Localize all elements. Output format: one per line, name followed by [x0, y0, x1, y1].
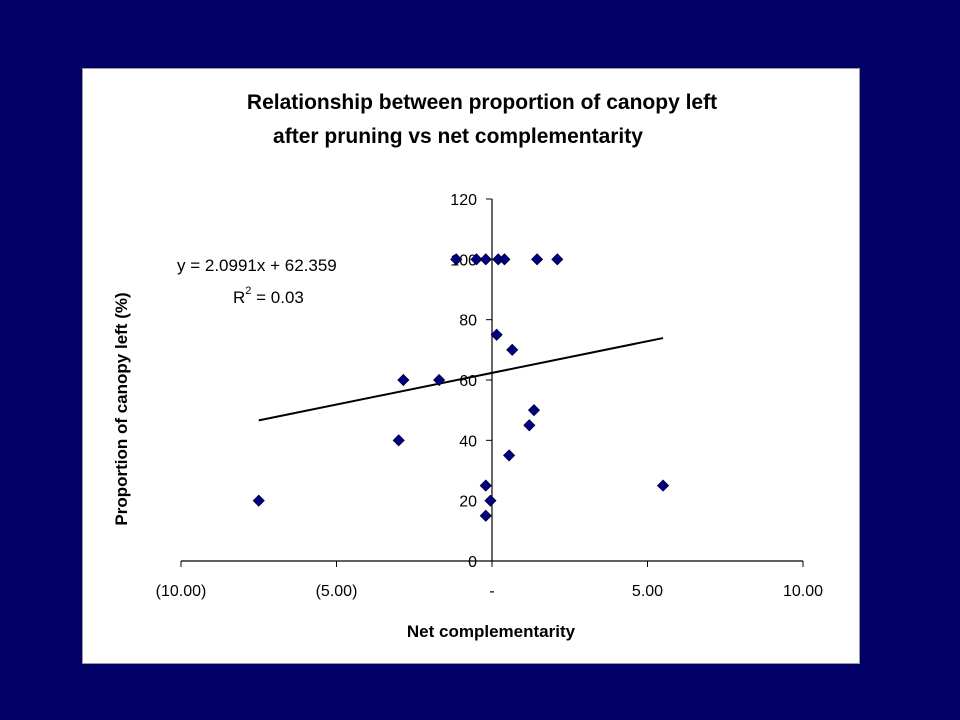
data-point [498, 253, 511, 266]
x-tick-label: - [489, 583, 494, 600]
y-tick-label: 120 [450, 192, 477, 209]
x-tick-label: (10.00) [156, 583, 207, 600]
r-squared-label: R2 = 0.03 [233, 285, 304, 307]
scatter-chart: Relationship between proportion of canop… [112, 91, 823, 641]
r-squared-exponent: 2 [245, 285, 251, 297]
data-point [531, 253, 544, 266]
chart-panel: Relationship between proportion of canop… [82, 68, 860, 664]
data-point [392, 434, 405, 447]
data-point [479, 253, 492, 266]
data-point [551, 253, 564, 266]
chart-title-line-2: after pruning vs net complementarity [273, 125, 643, 148]
x-axis-title: Net complementarity [407, 622, 576, 641]
y-tick-label: 80 [459, 313, 477, 330]
r-squared-symbol: R [233, 288, 245, 307]
trendline [258, 337, 664, 422]
data-point [527, 404, 541, 417]
data-point [523, 419, 536, 432]
data-point [484, 494, 497, 507]
data-point [506, 343, 519, 356]
y-axis-title: Proportion of canopy left (%) [112, 292, 131, 525]
data-points [252, 253, 670, 522]
data-point [503, 449, 516, 462]
y-tick-label: 40 [459, 433, 477, 450]
chart-title-line-1: Relationship between proportion of canop… [247, 91, 717, 114]
data-point [450, 253, 463, 266]
data-point [433, 373, 446, 387]
data-point [470, 253, 483, 266]
r-squared-value: = 0.03 [251, 288, 303, 307]
trendline-layer [258, 337, 664, 422]
x-tick-label: (5.00) [316, 583, 358, 600]
data-point [252, 494, 265, 507]
x-tick-label: 10.00 [783, 583, 823, 600]
trendline-equation: y = 2.0991x + 62.359 [177, 256, 337, 275]
y-tick-label: 20 [459, 494, 477, 511]
data-point [656, 479, 670, 492]
data-point [479, 479, 492, 492]
data-point [397, 373, 410, 387]
y-tick-label: 0 [468, 554, 477, 571]
x-tick-label: 5.00 [632, 583, 663, 600]
data-point [490, 328, 503, 341]
data-point [479, 509, 492, 522]
